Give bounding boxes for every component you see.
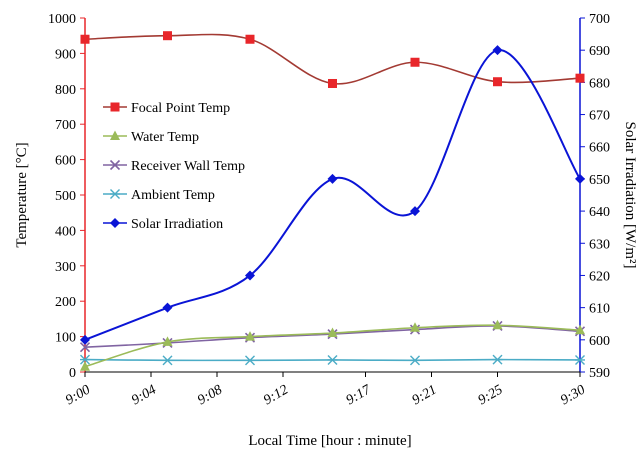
- legend-marker: [110, 102, 120, 112]
- data-point-ambient-temp: [245, 355, 255, 366]
- data-point-water-temp: [410, 322, 420, 332]
- data-point-ambient-temp: [327, 354, 338, 365]
- x-tick-label: 9:08: [195, 382, 225, 408]
- data-point-ambient-temp: [80, 354, 90, 365]
- data-point-solar-irradiation: [245, 270, 255, 281]
- data-point-water-temp: [80, 361, 90, 371]
- legend-item-ambient-temp: Ambient Temp: [103, 188, 215, 203]
- y-left-tick-label: 200: [55, 295, 76, 310]
- data-point-focal-point-temp: [245, 34, 255, 44]
- legend-label: Solar Irradiation: [131, 217, 223, 232]
- x-tick-label: 9:25: [476, 382, 506, 408]
- y-right-tick-label: 680: [589, 76, 610, 91]
- y-left-tick-label: 900: [55, 47, 76, 62]
- data-point-solar-irradiation: [492, 45, 503, 56]
- legend-item-receiver-wall-temp: Receiver Wall Temp: [103, 159, 245, 174]
- y-right-tick-label: 660: [589, 141, 610, 156]
- data-point-ambient-temp: [410, 355, 420, 366]
- y-left-tick-label: 400: [55, 224, 76, 239]
- x-tick-label: 9:12: [261, 382, 291, 408]
- y-right-tick-label: 620: [589, 269, 610, 284]
- legend-label: Receiver Wall Temp: [131, 159, 245, 174]
- series-focal-point-temp: [80, 31, 585, 88]
- legend-marker: [110, 189, 120, 199]
- y-right-tick-label: 700: [589, 12, 610, 27]
- y-left-tick-label: 600: [55, 154, 76, 169]
- x-tick-label: 9:04: [129, 382, 159, 408]
- data-point-solar-irradiation: [410, 206, 420, 217]
- y-left-tick-label: 300: [55, 260, 76, 275]
- y-right-tick-label: 590: [589, 366, 610, 381]
- y-left-tick-label: 700: [55, 118, 76, 133]
- data-point-water-temp: [162, 336, 173, 346]
- x-tick-label: 9:21: [410, 382, 440, 408]
- data-point-solar-irradiation: [80, 334, 90, 345]
- series-line-focal-point-temp: [84, 33, 581, 85]
- legend-marker: [109, 159, 121, 171]
- y-left-tick-label: 800: [55, 83, 76, 98]
- y-left-tick-label: 0: [69, 366, 76, 381]
- data-point-solar-irradiation: [327, 173, 338, 184]
- y-left-tick-label: 500: [55, 189, 76, 204]
- y-axis-left-label: Temperature [°C]: [14, 142, 30, 247]
- x-tick-label: 9:00: [63, 382, 93, 408]
- legend: Focal Point Temp Water Temp Receiver Wall …: [103, 101, 245, 232]
- data-point-focal-point-temp: [410, 57, 420, 67]
- legend-item-water-temp: Water Temp: [103, 130, 199, 145]
- data-point-water-temp: [492, 319, 503, 330]
- x-axis-label: Local Time [hour : minute]: [248, 433, 411, 449]
- legend-label: Ambient Temp: [131, 188, 215, 203]
- data-point-receiver-wall-temp-stroke: [79, 342, 91, 353]
- y-left-tick-label: 1000: [48, 12, 76, 27]
- x-tick-label: 9:17: [344, 382, 375, 408]
- series-layer: [79, 31, 586, 371]
- data-point-focal-point-temp: [575, 73, 585, 83]
- series-line-solar-irradiation: [84, 49, 581, 341]
- series-solar-irradiation: [80, 45, 585, 345]
- series-water-temp: [80, 319, 585, 371]
- data-point-ambient-temp: [162, 355, 173, 366]
- data-point-solar-irradiation: [162, 302, 173, 313]
- data-point-focal-point-temp: [328, 78, 337, 88]
- y-axis-right-label: Solar Irradiation [W/m²]: [622, 122, 638, 269]
- data-point-water-temp: [575, 324, 585, 335]
- y-right-tick-label: 610: [589, 302, 610, 317]
- x-tick-label: 9:30: [558, 382, 588, 408]
- data-point-water-temp: [245, 331, 255, 341]
- y-right-tick-label: 650: [589, 173, 610, 188]
- data-point-ambient-temp: [492, 354, 503, 365]
- y-right-tick-label: 640: [589, 205, 610, 220]
- y-left-tick-label: 100: [55, 331, 76, 346]
- y-right-tick-label: 630: [589, 237, 610, 252]
- data-point-focal-point-temp: [493, 77, 502, 87]
- data-point-ambient-temp: [575, 354, 585, 365]
- series-ambient-temp: [80, 354, 585, 366]
- legend-marker: [110, 130, 120, 140]
- legend-item-solar-irradiation: Solar Irradiation: [103, 217, 223, 232]
- data-point-focal-point-temp: [163, 31, 172, 41]
- legend-item-focal-point-temp: Focal Point Temp: [103, 101, 230, 116]
- data-point-solar-irradiation: [575, 173, 585, 184]
- legend-label: Water Temp: [131, 130, 199, 145]
- legend-label: Focal Point Temp: [131, 101, 230, 116]
- y-right-tick-label: 690: [589, 44, 610, 59]
- data-point-receiver-wall-temp: [79, 342, 91, 353]
- y-right-tick-label: 670: [589, 109, 610, 124]
- data-point-water-temp: [327, 327, 338, 338]
- data-point-focal-point-temp: [80, 34, 90, 44]
- legend-marker-stroke: [109, 159, 121, 171]
- y-right-tick-label: 600: [589, 334, 610, 349]
- legend-marker: [110, 218, 120, 228]
